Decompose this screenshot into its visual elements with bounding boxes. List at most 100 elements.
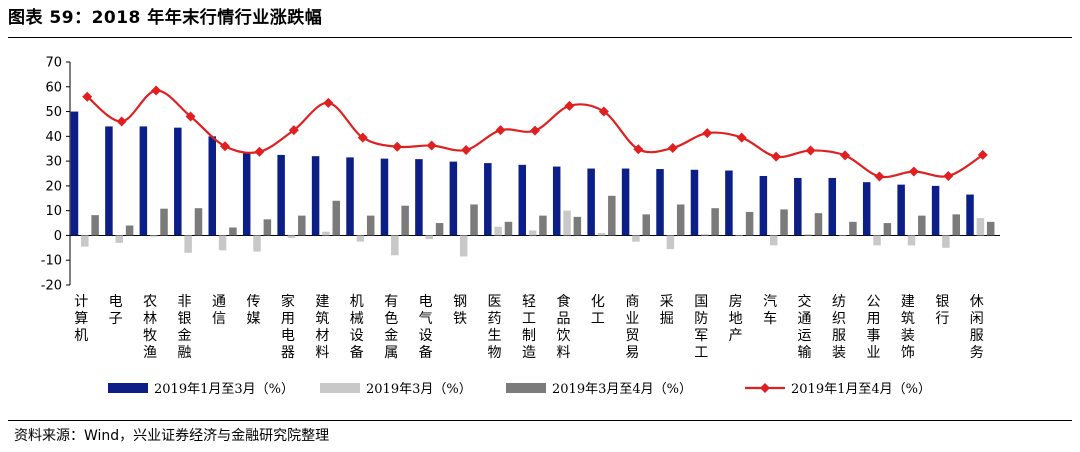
line-point-marker <box>151 85 162 96</box>
line-point-marker <box>254 146 265 157</box>
line-point-marker <box>977 149 988 160</box>
y-tick-label: 20 <box>45 179 62 194</box>
bar-3 <box>814 213 823 236</box>
category-label: 国防军工 <box>694 294 708 361</box>
bar-1 <box>931 185 940 236</box>
line-point-marker <box>633 144 644 155</box>
bar-3 <box>986 221 995 236</box>
bar-2 <box>115 235 124 243</box>
bar-1 <box>346 157 354 236</box>
y-tick-label: 30 <box>45 155 62 170</box>
bar-1 <box>794 177 802 236</box>
bar-3 <box>91 215 99 236</box>
bar-1 <box>415 159 423 236</box>
bar-1 <box>139 126 148 236</box>
line-point-marker <box>323 97 334 108</box>
line-point-marker <box>840 150 850 161</box>
bar-1 <box>725 170 733 236</box>
y-tick-label: -10 <box>41 254 62 269</box>
bar-1 <box>552 166 561 236</box>
bar-3 <box>263 219 272 236</box>
bar-3 <box>849 221 857 236</box>
legend-swatch <box>320 383 360 393</box>
line-point-marker <box>530 125 540 136</box>
y-tick-label: 50 <box>45 105 62 120</box>
bar-1 <box>656 169 664 236</box>
bar-2 <box>184 235 192 253</box>
line-point-marker <box>564 100 575 111</box>
legend-swatch <box>108 383 148 393</box>
bar-3 <box>711 208 719 236</box>
bar-1 <box>380 158 389 236</box>
category-label: 房地产 <box>729 294 743 344</box>
bar-1 <box>862 182 871 236</box>
line-point-marker <box>495 125 506 136</box>
bar-1 <box>897 184 905 236</box>
category-label: 家用电器 <box>281 293 295 361</box>
line-point-marker <box>185 111 196 122</box>
bar-2 <box>976 218 985 236</box>
bar-1 <box>277 154 285 236</box>
category-label: 医药生物 <box>488 294 502 361</box>
bar-2 <box>804 234 812 236</box>
bar-3 <box>952 214 961 236</box>
category-label: 建筑材料 <box>315 294 329 361</box>
line-point-marker <box>461 144 472 155</box>
bar-3 <box>539 215 547 236</box>
bar-1 <box>621 168 630 236</box>
category-label: 有色金属 <box>384 294 398 361</box>
bar-2 <box>391 235 399 256</box>
y-tick-label: -20 <box>41 279 62 294</box>
bar-3 <box>504 221 513 236</box>
bar-3 <box>918 215 926 236</box>
y-tick-label: 60 <box>45 80 62 95</box>
bar-1 <box>70 111 79 236</box>
bar-3 <box>470 204 478 236</box>
category-label: 纺织服装 <box>832 294 846 361</box>
source-rule <box>8 420 1072 421</box>
line-point-marker <box>667 142 678 153</box>
bar-3 <box>229 227 237 236</box>
bar-1 <box>966 194 974 236</box>
line-point-marker <box>357 132 368 143</box>
bar-1 <box>759 175 768 236</box>
title-rule <box>8 37 1072 38</box>
bar-3 <box>642 214 651 236</box>
bar-2 <box>563 210 571 236</box>
legend-label: 2019年3月至4月（%） <box>552 382 692 397</box>
line-point-marker <box>908 166 919 177</box>
category-label: 化工 <box>591 294 605 327</box>
bar-2 <box>701 234 709 236</box>
bar-2 <box>735 235 744 236</box>
category-label: 汽车 <box>763 294 777 327</box>
line-point-marker <box>736 132 747 143</box>
bar-2 <box>528 230 537 236</box>
y-tick-label: 40 <box>45 130 62 145</box>
bar-3 <box>780 209 788 236</box>
bar-3 <box>401 205 409 236</box>
bar-1 <box>311 156 320 236</box>
line-point-marker <box>288 125 299 136</box>
bar-1 <box>174 127 182 236</box>
category-label: 公用事业 <box>866 294 880 361</box>
line-point-marker <box>805 145 816 156</box>
bar-1 <box>242 152 251 236</box>
category-label: 机械设备 <box>350 294 364 361</box>
bar-1 <box>208 136 217 236</box>
bar-2 <box>769 235 778 246</box>
legend-label: 2019年3月（%） <box>366 382 472 397</box>
bar-2 <box>873 235 881 246</box>
category-label: 电气设备 <box>419 294 433 361</box>
bar-2 <box>425 235 434 240</box>
chart-line-layer <box>82 85 988 182</box>
category-label: 建筑装饰 <box>901 294 915 361</box>
bar-2 <box>253 235 261 252</box>
bar-3 <box>435 223 444 236</box>
category-label: 传媒 <box>246 294 260 327</box>
bar-1 <box>690 169 699 236</box>
bar-2 <box>942 235 950 248</box>
category-label: 钢铁 <box>453 294 467 327</box>
bar-2 <box>666 235 675 250</box>
bar-1 <box>105 126 113 236</box>
